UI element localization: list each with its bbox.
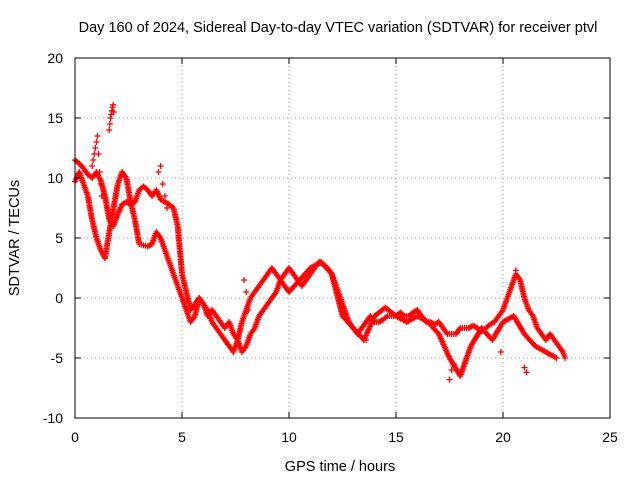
y-tick-label: 10: [47, 170, 63, 186]
y-tick-label: 15: [47, 110, 63, 126]
data-point: [106, 127, 113, 133]
data-point: [523, 369, 530, 376]
data-point: [97, 181, 104, 187]
data-point: [161, 193, 168, 199]
data-point: [93, 139, 100, 145]
x-tick-label: 10: [281, 429, 297, 445]
chart-title: Day 160 of 2024, Sidereal Day-to-day VTE…: [79, 20, 598, 36]
data-point: [553, 355, 560, 361]
data-point: [363, 337, 370, 343]
data-point: [562, 355, 569, 361]
data-point: [110, 101, 117, 108]
data-point: [446, 376, 453, 383]
y-tick-label: 20: [47, 50, 63, 66]
y-tick-label: 5: [55, 230, 63, 246]
data-point: [95, 151, 102, 157]
data-point: [106, 121, 113, 127]
data-point: [243, 289, 250, 295]
data-point: [98, 193, 105, 199]
x-axis-label: GPS time / hours: [285, 459, 395, 475]
data-point: [92, 145, 99, 151]
y-tick-label: -10: [43, 410, 63, 426]
data-point: [164, 205, 171, 211]
data-point: [96, 169, 103, 175]
data-point: [159, 181, 166, 187]
data-point: [245, 307, 252, 313]
x-tick-label: 20: [495, 429, 511, 445]
data-point: [497, 349, 504, 355]
data-point: [521, 364, 528, 371]
x-tick-label: 5: [178, 429, 186, 445]
data-point: [89, 163, 96, 169]
y-tick-label: 0: [55, 290, 63, 306]
data-marks: [72, 101, 569, 383]
x-tick-label: 0: [71, 429, 79, 445]
data-point: [512, 267, 519, 274]
data-point: [94, 133, 101, 139]
y-tick-label: -5: [51, 350, 64, 366]
data-point: [157, 163, 164, 169]
data-point: [450, 361, 457, 367]
data-point: [241, 277, 248, 283]
y-axis-label: SDTVAR / TECUs: [7, 180, 23, 296]
data-point: [155, 169, 162, 175]
x-tick-label: 25: [602, 429, 618, 445]
axis-ticks: 0 5 10 15 20 25 -10 -5 0 5 10 15 20: [43, 50, 618, 445]
data-point: [448, 367, 455, 373]
data-point: [90, 157, 97, 163]
data-point: [110, 109, 117, 115]
grid: [75, 58, 610, 418]
x-tick-label: 15: [388, 429, 404, 445]
